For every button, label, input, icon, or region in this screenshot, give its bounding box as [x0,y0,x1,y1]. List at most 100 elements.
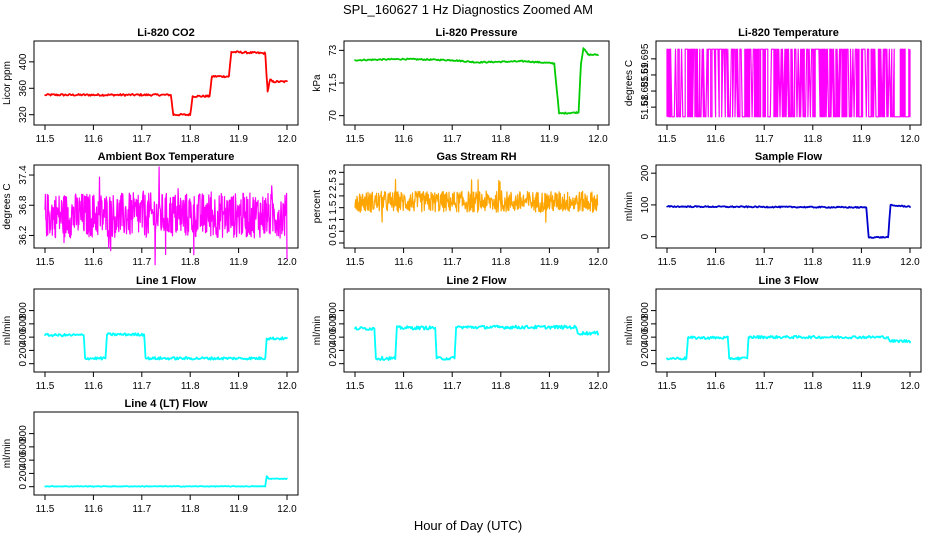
x-tick-label: 11.8 [803,381,822,392]
x-tick-label: 11.8 [181,257,200,268]
panel-title: Gas Stream RH [436,151,516,163]
x-tick-label: 11.9 [540,381,559,392]
y-axis-label: percent [312,190,323,224]
x-tick-label: 11.6 [84,381,103,392]
x-tick-label: 11.7 [443,257,462,268]
x-tick-label: 12.0 [900,134,920,145]
x-tick-label: 11.7 [132,257,151,268]
y-tick-label: 200 [640,342,651,359]
panel-1: Li-820 CO2 11.5 11.6 11.7 11.8 11.9 12.0 320 360… [2,27,299,145]
x-tick-label: 11.5 [346,381,365,392]
y-axis-label: kPa [312,74,323,92]
y-tick-label: 51.69 [640,62,651,87]
y-tick-label: 100 [640,196,651,213]
x-tick-label: 11.9 [852,134,871,145]
y-tick-label: 600 [328,315,339,332]
y-tick-label: 600 [18,315,29,332]
x-tick-label: 11.7 [132,134,151,145]
panel-frame [343,288,610,373]
x-tick-label: 11.6 [84,134,103,145]
y-tick-label: 600 [640,315,651,332]
y-tick-label: 37.4 [18,165,29,185]
y-axis-label: Licor ppm [2,61,13,105]
series-line [44,166,288,266]
x-tick-label: 11.5 [36,257,55,268]
y-tick-label: 400 [18,53,29,70]
y-axis-label: ml/min [624,316,635,345]
y-tick-label: 800 [18,425,29,442]
x-tick-label: 11.7 [132,381,151,392]
x-tick-label: 11.9 [229,381,248,392]
x-tick-label: 11.5 [658,381,677,392]
x-tick-label: 11.6 [394,134,413,145]
series-line [44,475,288,488]
panel-title: Line 1 Flow [136,275,196,287]
panel-frame [655,288,922,373]
x-tick-label: 11.5 [36,504,55,515]
series-line [666,334,911,361]
y-tick-label: 2 [328,193,339,199]
y-tick-label: 3 [328,169,339,175]
series-line [354,47,599,115]
x-tick-label: 11.7 [755,134,774,145]
x-tick-label: 12.0 [588,381,608,392]
panel-2: Li-820 Pressure 11.5 11.6 11.7 11.8 11.9 12.0 7… [312,27,610,145]
x-tick-label: 11.8 [491,381,510,392]
y-tick-label: 1.5 [328,200,339,214]
x-tick-label: 11.5 [36,134,55,145]
x-tick-label: 11.9 [540,134,559,145]
x-tick-label: 12.0 [277,381,297,392]
y-tick-label: 400 [328,328,339,345]
panel-title: Line 3 Flow [759,275,819,287]
x-tick-label: 11.6 [706,134,725,145]
panel-8: Line 2 Flow 11.5 11.6 11.7 11.8 11.9 12.0 02004… [312,275,610,392]
x-tick-label: 11.7 [755,257,774,268]
y-tick-label: 800 [640,302,651,319]
x-tick-label: 11.9 [229,134,248,145]
y-tick-label: 0 [328,240,339,246]
x-tick-label: 12.0 [277,257,297,268]
x-tick-label: 11.5 [346,257,365,268]
y-tick-label: 400 [18,451,29,468]
y-tick-label: 400 [640,328,651,345]
panel-frame [33,288,299,373]
x-tick-label: 11.5 [658,134,677,145]
x-tick-label: 11.6 [84,257,103,268]
panel-frame [655,40,922,126]
x-tick-label: 11.9 [229,504,248,515]
x-tick-label: 11.6 [706,381,725,392]
y-tick-label: 51.68 [640,94,651,119]
y-tick-label: 36.8 [18,195,29,215]
x-tick-label: 11.8 [491,134,510,145]
y-tick-label: 0.5 [328,224,339,238]
y-tick-label: 600 [18,438,29,455]
y-tick-label: 200 [328,342,339,359]
x-tick-label: 11.5 [36,381,55,392]
y-tick-label: 73 [328,44,339,56]
panel-title: Li-820 Pressure [436,27,518,39]
x-tick-label: 11.8 [181,134,200,145]
panel-title: Line 4 (LT) Flow [125,398,208,410]
y-axis-label: ml/min [2,316,13,345]
y-tick-label: 320 [18,106,29,123]
series-line [354,324,599,361]
series-line [354,178,599,223]
y-tick-label: 1 [328,216,339,222]
x-tick-label: 11.7 [132,504,151,515]
x-tick-label: 11.8 [803,134,822,145]
series-line [666,48,911,118]
x-tick-label: 12.0 [588,257,608,268]
panel-title: Ambient Box Temperature [98,151,235,163]
y-tick-label: 0 [328,360,339,366]
panel-frame [33,40,299,126]
panel-6: Sample Flow 11.5 11.6 11.7 11.8 11.9 12.0 0 100 2… [624,151,922,268]
y-tick-label: 800 [328,302,339,319]
panel-4: Ambient Box Temperature 11.5 11.6 11.7 11.8 1… [2,151,299,268]
x-tick-label: 11.7 [443,134,462,145]
panel-title: Li-820 CO2 [137,27,194,39]
y-tick-label: 200 [18,465,29,482]
x-tick-label: 11.9 [540,257,559,268]
series-line [44,50,288,117]
y-tick-label: 800 [18,302,29,319]
panel-title: Li-820 Temperature [738,27,839,39]
